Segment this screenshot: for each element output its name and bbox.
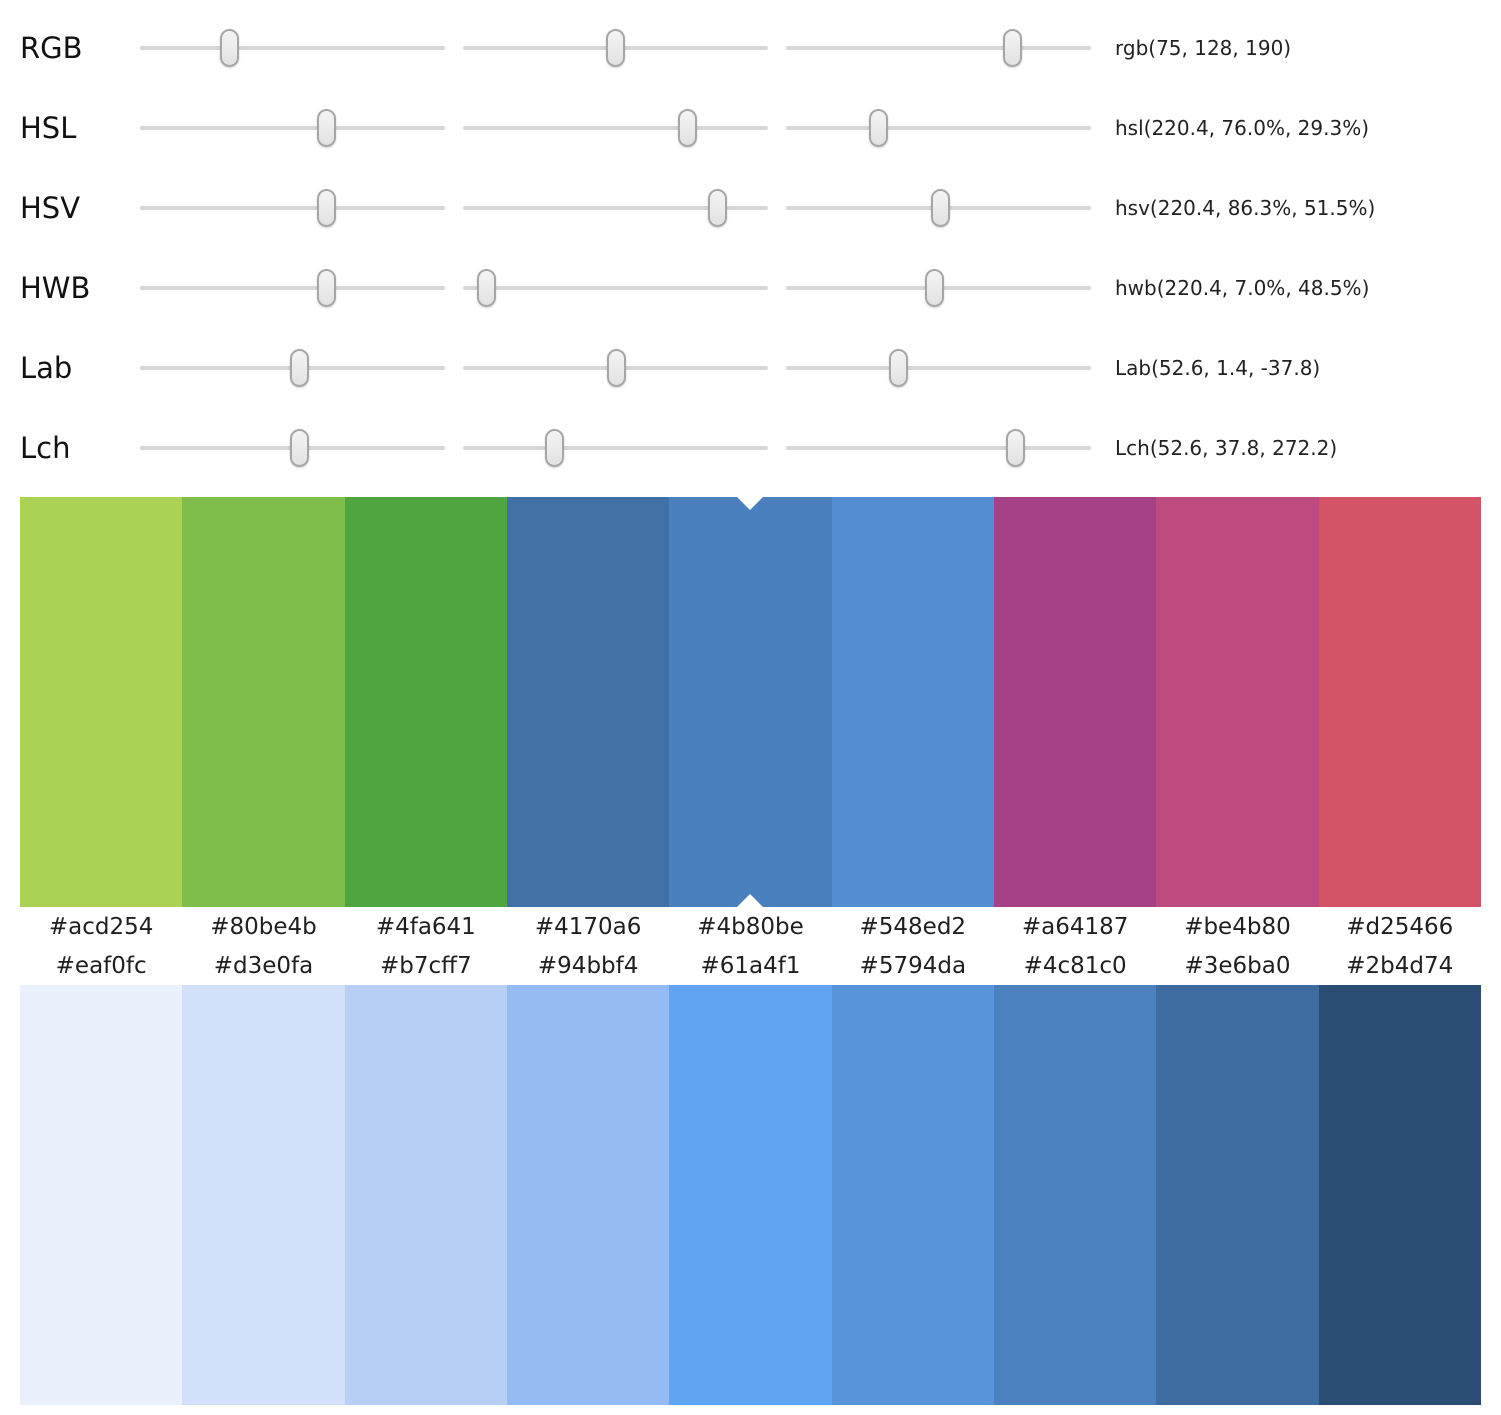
lab-b-slider[interactable] (786, 346, 1091, 390)
slider-thumb[interactable] (316, 109, 336, 147)
color-value-hwb: hwb(220.4, 7.0%, 48.5%) (1115, 276, 1370, 300)
hsl-l-slider[interactable] (786, 106, 1091, 150)
hex-label: #a64187 (1021, 913, 1129, 940)
slider-row-hsl: HSL hsl(220.4, 76.0%, 29.3%) (20, 88, 1481, 168)
palettes: #acd254 #80be4b #4fa641 #4170a6 #4b80be … (0, 497, 1501, 1405)
hex-label: #4fa641 (375, 913, 476, 940)
palette-swatch[interactable] (993, 497, 1157, 907)
slider-thumb[interactable] (930, 189, 950, 227)
palette-swatch-selected[interactable] (669, 497, 832, 907)
lab-a-slider[interactable] (463, 346, 768, 390)
colorspace-label-lch: Lch (20, 431, 71, 465)
slider-thumb[interactable] (544, 429, 564, 467)
slider-row-hsv: HSV hsv(220.4, 86.3%, 51.5%) (20, 168, 1481, 248)
slider-thumb[interactable] (888, 349, 908, 387)
color-value-hsl: hsl(220.4, 76.0%, 29.3%) (1115, 116, 1370, 140)
lch-l-slider[interactable] (140, 426, 445, 470)
lightness-scale-hex-labels: #eaf0fc #d3e0fa #b7cff7 #94bbf4 #61a4f1 … (0, 946, 1501, 985)
slider-thumb[interactable] (678, 109, 698, 147)
slider-thumb[interactable] (869, 109, 889, 147)
slider-thumb[interactable] (316, 269, 336, 307)
colorspace-label-rgb: RGB (20, 31, 83, 65)
hex-label: #548ed2 (859, 913, 967, 940)
hex-label: #5794da (859, 952, 967, 979)
rgb-g-slider[interactable] (463, 26, 768, 70)
scale-swatch[interactable] (182, 985, 345, 1405)
palette-swatch[interactable] (1318, 497, 1481, 907)
lch-c-slider[interactable] (463, 426, 768, 470)
slider-thumb[interactable] (219, 29, 239, 67)
scale-swatch[interactable] (993, 985, 1157, 1405)
scale-swatch[interactable] (506, 985, 670, 1405)
hex-label: #d3e0fa (213, 952, 314, 979)
hex-label: #4b80be (697, 913, 804, 940)
scale-swatch[interactable] (20, 985, 183, 1405)
slider-row-rgb: RGB rgb(75, 128, 190) (20, 8, 1481, 88)
scale-swatch[interactable] (1318, 985, 1481, 1405)
lightness-scale (0, 985, 1501, 1405)
slider-row-lch: Lch Lch(52.6, 37.8, 272.2) (20, 408, 1481, 488)
slider-thumb[interactable] (707, 189, 727, 227)
hwb-h-slider[interactable] (140, 266, 445, 310)
lch-h-slider[interactable] (786, 426, 1091, 470)
hex-label: #2b4d74 (1346, 952, 1454, 979)
palette-swatch[interactable] (182, 497, 345, 907)
slider-thumb[interactable] (316, 189, 336, 227)
rgb-r-slider[interactable] (140, 26, 445, 70)
palette-swatch[interactable] (20, 497, 183, 907)
hex-label: #3e6ba0 (1184, 952, 1291, 979)
colorspace-label-hwb: HWB (20, 271, 91, 305)
hex-label: #eaf0fc (55, 952, 147, 979)
hwb-w-slider[interactable] (463, 266, 768, 310)
hsv-h-slider[interactable] (140, 186, 445, 230)
hue-palette-hex-labels: #acd254 #80be4b #4fa641 #4170a6 #4b80be … (0, 907, 1501, 946)
hex-label: #acd254 (48, 913, 154, 940)
color-value-hsv: hsv(220.4, 86.3%, 51.5%) (1115, 196, 1376, 220)
scale-swatch[interactable] (344, 985, 507, 1405)
hex-label: #61a4f1 (700, 952, 801, 979)
hsv-s-slider[interactable] (463, 186, 768, 230)
hex-label: #94bbf4 (537, 952, 639, 979)
slider-row-hwb: HWB hwb(220.4, 7.0%, 48.5%) (20, 248, 1481, 328)
colorspace-label-hsv: HSV (20, 191, 81, 225)
hwb-b-slider[interactable] (786, 266, 1091, 310)
hex-label: #4170a6 (534, 913, 642, 940)
hsl-h-slider[interactable] (140, 106, 445, 150)
slider-row-lab: Lab Lab(52.6, 1.4, -37.8) (20, 328, 1481, 408)
hsv-v-slider[interactable] (786, 186, 1091, 230)
slider-thumb[interactable] (290, 429, 310, 467)
colorspace-label-lab: Lab (20, 351, 73, 385)
hex-label: #4c81c0 (1023, 952, 1127, 979)
slider-thumb[interactable] (290, 349, 310, 387)
hue-palette (0, 497, 1501, 907)
palette-swatch[interactable] (506, 497, 670, 907)
hsl-s-slider[interactable] (463, 106, 768, 150)
scale-swatch[interactable] (831, 985, 994, 1405)
palette-swatch[interactable] (344, 497, 507, 907)
color-value-lab: Lab(52.6, 1.4, -37.8) (1115, 356, 1321, 380)
color-sliders-panel: RGB rgb(75, 128, 190) HSL hsl(220.4, 76.… (0, 0, 1501, 488)
colorspace-label-hsl: HSL (20, 111, 77, 145)
selection-marker-top-icon (737, 497, 764, 510)
scale-swatch[interactable] (1156, 985, 1319, 1405)
hex-label: #b7cff7 (380, 952, 472, 979)
palette-swatch[interactable] (1156, 497, 1319, 907)
color-value-lch: Lch(52.6, 37.8, 272.2) (1115, 436, 1338, 460)
scale-swatch[interactable] (669, 985, 832, 1405)
slider-thumb[interactable] (606, 29, 626, 67)
color-value-rgb: rgb(75, 128, 190) (1115, 36, 1292, 60)
rgb-b-slider[interactable] (786, 26, 1091, 70)
slider-thumb[interactable] (925, 269, 945, 307)
hex-label: #d25466 (1346, 913, 1454, 940)
slider-thumb[interactable] (1005, 429, 1025, 467)
slider-thumb[interactable] (607, 349, 627, 387)
slider-thumb[interactable] (477, 269, 497, 307)
hex-label: #80be4b (210, 913, 317, 940)
slider-thumb[interactable] (1003, 29, 1023, 67)
palette-swatch[interactable] (831, 497, 994, 907)
lab-l-slider[interactable] (140, 346, 445, 390)
selection-marker-bottom-icon (737, 894, 764, 907)
hex-label: #be4b80 (1184, 913, 1291, 940)
